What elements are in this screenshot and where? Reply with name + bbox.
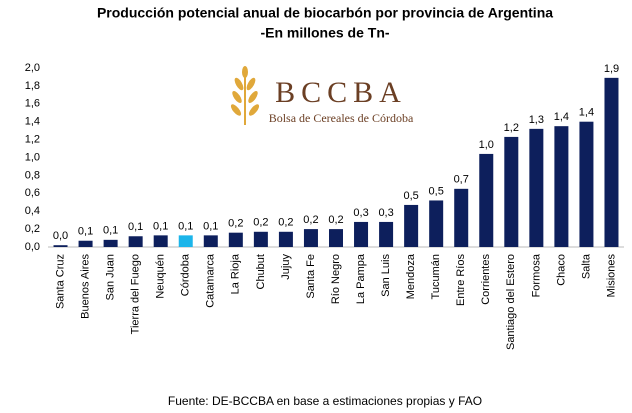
bar <box>379 221 394 247</box>
bar <box>253 231 268 247</box>
bar <box>103 239 118 247</box>
chart-title: Producción potencial anual de biocarbón … <box>97 5 553 21</box>
x-tick-label: Buenos Aires <box>79 254 91 319</box>
value-label: 0,2 <box>278 217 293 229</box>
bar <box>78 240 93 247</box>
value-label: 0,7 <box>454 174 469 186</box>
bar <box>429 200 444 247</box>
value-label: 1,3 <box>529 114 544 126</box>
bar <box>579 121 594 247</box>
y-tick-label: 1,0 <box>25 151 40 163</box>
value-label: 0,3 <box>353 207 368 219</box>
x-tick-label: San Juan <box>105 254 117 300</box>
x-tick-label: La Pampa <box>355 253 367 304</box>
bar <box>404 204 419 247</box>
value-label: 0,2 <box>253 217 268 229</box>
x-tick-label: Tucumán <box>430 254 442 299</box>
y-tick-label: 1,6 <box>25 98 40 110</box>
bar <box>303 229 318 247</box>
value-label: 0,2 <box>303 214 318 226</box>
bar <box>554 126 569 247</box>
bar <box>203 235 218 247</box>
bar <box>479 153 494 247</box>
bar <box>504 136 519 247</box>
bar <box>178 235 193 247</box>
value-label: 0,1 <box>103 225 118 237</box>
y-tick-label: 0,2 <box>25 223 40 235</box>
value-label: 1,2 <box>504 122 519 134</box>
x-tick-label: San Luis <box>380 254 392 297</box>
y-tick-label: 0,0 <box>25 241 40 253</box>
value-label: 0,1 <box>178 220 193 232</box>
chart-subtitle: -En millones de Tn- <box>260 25 389 41</box>
value-label: 0,1 <box>128 221 143 233</box>
x-tick-label: Formosa <box>530 253 542 297</box>
value-label: 0,5 <box>429 185 444 197</box>
logo-tagline: Bolsa de Cereales de Córdoba <box>269 111 414 125</box>
value-label: 0,0 <box>53 230 68 242</box>
x-tick-label: Santa Fe <box>305 254 317 299</box>
bar <box>128 236 143 247</box>
x-tick-label: Córdoba <box>180 253 192 296</box>
x-tick-label: Catamarca <box>205 253 217 308</box>
y-tick-label: 0,4 <box>25 205 40 217</box>
bar <box>329 229 343 247</box>
bar <box>529 128 544 247</box>
x-tick-label: Río Negro <box>330 254 342 304</box>
x-tick-label: Corrientes <box>480 254 492 305</box>
x-tick-label: Tierra del Fuego <box>130 254 142 334</box>
bar <box>354 221 369 247</box>
x-tick-label: Salta <box>580 253 592 279</box>
x-tick-label: Santiago del Estero <box>505 254 517 350</box>
bar <box>454 188 469 247</box>
value-label: 0,3 <box>378 207 393 219</box>
logo: BCCBA Bolsa de Cereales de Córdoba <box>230 66 414 125</box>
y-tick-label: 1,8 <box>25 80 40 92</box>
x-tick-label: Neuquén <box>155 254 167 299</box>
value-label: 1,4 <box>554 111 569 123</box>
wheat-icon <box>230 66 260 125</box>
x-tick-label: Chaco <box>555 254 567 286</box>
bar <box>278 231 293 247</box>
logo-name: BCCBA <box>275 76 407 109</box>
x-tick-label: Entre Ríos <box>455 254 467 306</box>
bar <box>53 245 68 247</box>
value-label: 1,0 <box>479 139 494 151</box>
value-label: 0,1 <box>153 220 168 232</box>
x-tick-label: La Rioja <box>230 253 242 294</box>
value-label: 0,2 <box>328 214 343 226</box>
value-label: 0,1 <box>203 220 218 232</box>
y-tick-label: 1,2 <box>25 134 40 146</box>
y-tick-label: 0,6 <box>25 187 40 199</box>
bar <box>228 232 243 247</box>
bar <box>604 77 619 247</box>
value-label: 0,2 <box>228 218 243 230</box>
value-label: 1,4 <box>579 107 594 119</box>
x-tick-label: Misiones <box>605 254 617 298</box>
bar <box>153 235 168 247</box>
value-label: 0,1 <box>78 226 93 238</box>
y-tick-label: 2,0 <box>25 62 40 74</box>
x-tick-label: Mendoza <box>405 253 417 299</box>
value-label: 1,9 <box>604 63 619 75</box>
x-tick-label: Jujuy <box>280 254 292 280</box>
value-label: 0,5 <box>403 190 418 202</box>
x-tick-label: Santa Cruz <box>54 254 66 309</box>
y-tick-label: 1,4 <box>25 116 40 128</box>
y-tick-label: 0,8 <box>25 169 40 181</box>
x-tick-label: Chubut <box>255 254 267 289</box>
source-note: Fuente: DE-BCCBA en base a estimaciones … <box>168 394 482 408</box>
